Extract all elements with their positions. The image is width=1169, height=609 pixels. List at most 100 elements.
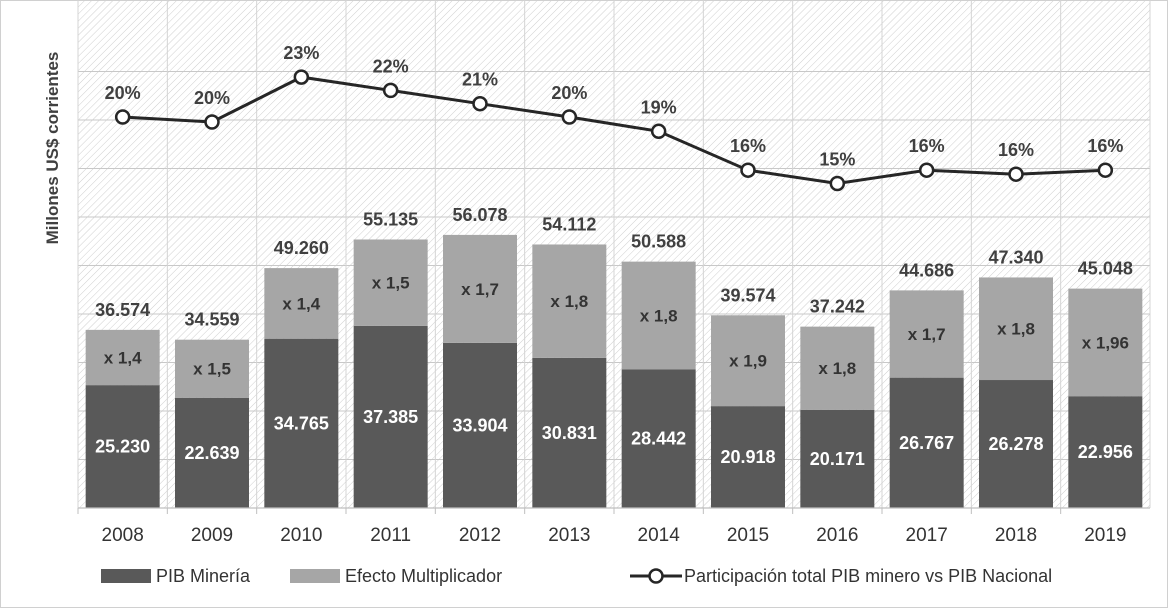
label-participacion-2013: 20% [551, 83, 587, 103]
label-participacion-2018: 16% [998, 140, 1034, 160]
x-tick-2011: 2011 [370, 525, 411, 546]
x-tick-2018: 2018 [995, 525, 1037, 546]
participacion-point-2010 [293, 69, 310, 85]
label-total-2011: 55.135 [363, 209, 418, 229]
participacion-point-2019 [1097, 162, 1114, 178]
label-pib-mineria-2016: 20.171 [810, 449, 865, 469]
participacion-point-2015 [740, 162, 756, 178]
legend-label-efecto-multiplicador: Efecto Multiplicador [345, 566, 502, 586]
bar-efecto-multiplicador-2019 [1068, 288, 1143, 397]
bar-pib-mineria-2009 [175, 397, 249, 508]
label-participacion-2011: 22% [373, 56, 409, 76]
label-participacion-2010: 23% [283, 43, 319, 63]
bar-pib-mineria-2018 [979, 380, 1053, 508]
participacion-point-2011 [382, 82, 399, 99]
bar-pib-mineria-2013 [532, 357, 607, 508]
participacion-point-2012 [472, 95, 488, 112]
legend-swatch-pib-mineria [101, 569, 151, 583]
bar-efecto-multiplicador-2015 [711, 315, 785, 407]
label-participacion-2009: 20% [194, 88, 230, 108]
bar-pib-mineria-2017 [889, 377, 964, 508]
x-tick-2017: 2017 [906, 525, 948, 546]
gridlines [77, 0, 1151, 508]
bar-efecto-multiplicador-2008 [85, 329, 160, 386]
bar-efecto-multiplicador-2011 [353, 239, 428, 326]
label-multiplicador-2016: x 1,8 [818, 359, 856, 378]
labels: 25.230 x 1,4 36.574 22.639 x 1,5 34.559 34.765… [95, 43, 1133, 469]
label-total-2010: 49.260 [274, 238, 329, 258]
label-pib-mineria-2015: 20.918 [720, 447, 775, 467]
label-multiplicador-2010: x 1,4 [282, 294, 320, 313]
label-total-2016: 37.242 [810, 297, 865, 317]
label-pib-mineria-2013: 30.831 [542, 423, 597, 443]
legend: PIB Minería Efecto Multiplicador Participa… [101, 566, 1052, 586]
label-multiplicador-2019: x 1,96 [1082, 333, 1129, 352]
label-multiplicador-2011: x 1,5 [372, 274, 410, 293]
label-pib-mineria-2011: 37.385 [363, 407, 418, 427]
label-participacion-2019: 16% [1087, 136, 1123, 156]
x-tick-2014: 2014 [638, 525, 681, 546]
label-total-2018: 47.340 [988, 247, 1043, 267]
x-tick-2009: 2009 [191, 525, 233, 546]
label-total-2015: 39.574 [720, 285, 775, 305]
bar-efecto-multiplicador-2009 [175, 339, 249, 398]
bar-pib-mineria-2016 [800, 409, 875, 508]
bar-pib-mineria-2012 [443, 342, 517, 508]
label-total-2012: 56.078 [452, 205, 507, 225]
label-multiplicador-2013: x 1,8 [550, 292, 588, 311]
participacion-point-2018 [1008, 166, 1024, 182]
bar-efecto-multiplicador-2017 [889, 290, 964, 378]
label-participacion-2008: 20% [105, 83, 141, 103]
bar-efecto-multiplicador-2014 [621, 261, 696, 370]
label-total-2014: 50.588 [631, 232, 686, 252]
label-participacion-2015: 16% [730, 136, 766, 156]
label-pib-mineria-2009: 22.639 [184, 443, 239, 463]
label-multiplicador-2014: x 1,8 [640, 307, 678, 326]
participacion-point-2017 [918, 162, 935, 178]
x-tick-2010: 2010 [280, 525, 322, 546]
label-participacion-2014: 19% [641, 97, 677, 117]
x-tick-2015: 2015 [727, 525, 769, 546]
label-multiplicador-2017: x 1,7 [908, 325, 946, 344]
x-tick-2013: 2013 [548, 525, 590, 546]
bar-efecto-multiplicador-2018 [979, 277, 1053, 381]
legend-swatch-marker [648, 568, 664, 584]
bar-pib-mineria-2008 [85, 385, 160, 508]
label-total-2017: 44.686 [899, 260, 954, 280]
bars [85, 234, 1143, 508]
label-multiplicador-2018: x 1,8 [997, 320, 1035, 339]
label-total-2019: 45.048 [1078, 259, 1133, 279]
participacion-point-2008 [114, 109, 131, 125]
bar-pib-mineria-2014 [621, 369, 696, 508]
legend-swatch-efecto-multiplicador [290, 569, 340, 583]
label-total-2013: 54.112 [542, 214, 596, 234]
x-tick-2019: 2019 [1084, 525, 1126, 546]
bar-efecto-multiplicador-2013 [532, 244, 607, 358]
participacion-line [122, 75, 1106, 186]
label-pib-mineria-2018: 26.278 [988, 434, 1043, 454]
label-pib-mineria-2012: 33.904 [452, 415, 507, 435]
label-multiplicador-2012: x 1,7 [461, 280, 499, 299]
bar-efecto-multiplicador-2010 [264, 268, 339, 339]
line-layer [114, 69, 1114, 192]
participacion-point-2009 [204, 114, 220, 130]
label-multiplicador-2015: x 1,9 [729, 352, 767, 371]
label-total-2008: 36.574 [95, 300, 150, 320]
y-axis-label: Millones US$ corrientes [43, 52, 62, 245]
bar-efecto-multiplicador-2016 [800, 326, 875, 410]
label-multiplicador-2009: x 1,5 [193, 360, 231, 379]
x-tick-2016: 2016 [816, 525, 858, 546]
label-total-2009: 34.559 [184, 310, 239, 330]
x-axis-ticks: 2008 2009 2010 2011 2012 2013 2014 2015 2016 2017… [77, 508, 1126, 546]
label-pib-mineria-2010: 34.765 [274, 413, 329, 433]
x-tick-2012: 2012 [459, 525, 501, 546]
legend-label-participacion: Participación total PIB minero vs PIB Na… [684, 566, 1052, 586]
label-pib-mineria-2017: 26.767 [899, 433, 954, 453]
bar-pib-mineria-2010 [264, 338, 339, 508]
bar-efecto-multiplicador-2012 [443, 234, 517, 343]
bar-pib-mineria-2011 [353, 325, 428, 508]
bar-pib-mineria-2015 [711, 406, 785, 508]
label-participacion-2012: 21% [462, 70, 498, 90]
